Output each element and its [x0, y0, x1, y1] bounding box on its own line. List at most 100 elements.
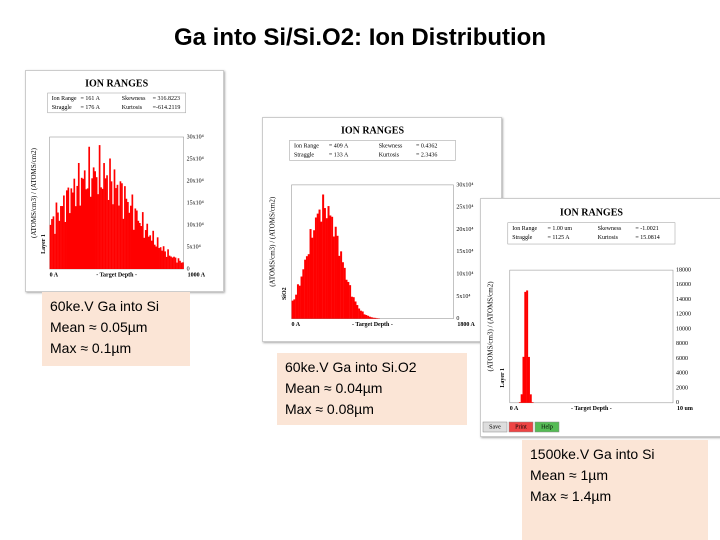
histogram-bar: [345, 279, 348, 319]
histogram-bar: [367, 315, 370, 319]
histogram-bar: [341, 262, 344, 319]
histogram-bar: [164, 251, 166, 269]
y-tick-label: 20x10⁴: [456, 227, 473, 233]
histogram-bar: [88, 146, 91, 269]
histogram-bar: [518, 402, 521, 403]
histogram-bar: [155, 246, 158, 269]
histogram-bar: [115, 188, 117, 269]
stat-text: Straggle: [294, 152, 314, 158]
histogram-bar: [67, 187, 70, 269]
stat-text: Kurtosis: [379, 152, 400, 158]
trim-screenshot: ION RANGES Ion Range = 1.00 um Skewness = -1…: [480, 198, 720, 437]
histogram-bar: [173, 256, 175, 269]
x-start-label: 0 A: [50, 272, 59, 278]
panel-header: ION RANGES: [341, 126, 405, 137]
plot-area: [509, 269, 674, 404]
histogram-bar: [122, 218, 125, 269]
stat-text: = 15.0814: [635, 235, 659, 241]
histogram-bar: [89, 196, 92, 269]
panel-header: ION RANGES: [85, 78, 149, 89]
histogram-bar: [54, 233, 56, 269]
y-tick-label: 4000: [676, 371, 688, 377]
y-tick-label: 30x10⁴: [187, 134, 204, 140]
y-tick-label: 15x10⁴: [187, 200, 204, 206]
histogram-bar: [128, 212, 131, 269]
histogram-bar: [311, 237, 314, 319]
histogram-bar: [61, 206, 64, 269]
histogram-bar: [329, 215, 332, 319]
stat-text: Straggle: [52, 105, 72, 111]
y-tick-label: 14000: [676, 297, 691, 303]
histogram-bar: [361, 311, 364, 319]
histogram-bar: [76, 185, 79, 269]
histogram-bar: [529, 394, 532, 403]
histogram-bar: [131, 194, 134, 269]
histogram-bar: [103, 163, 105, 269]
histogram-bar: [162, 246, 165, 269]
histogram-bar: [293, 299, 296, 319]
stat-text: = 409 A: [329, 143, 349, 149]
caption-box: 60ke.V Ga into Si.O2 Mean ≈ 0.04µm Max ≈ 0…: [277, 353, 467, 425]
histogram-bar: [177, 258, 180, 269]
histogram-bar: [138, 223, 141, 269]
stats-box: [507, 222, 676, 245]
histogram-bar: [66, 190, 68, 269]
stat-text: Kurtosis: [122, 105, 143, 111]
histogram-bar: [302, 269, 305, 319]
x-axis-label: - Target Depth -: [96, 272, 137, 278]
histogram-bar: [298, 285, 301, 319]
side-label: SiO2: [282, 287, 288, 300]
button-label: Print: [515, 424, 527, 430]
histogram-bar: [71, 192, 74, 269]
histogram-bar: [372, 317, 375, 319]
histogram-bar: [77, 162, 80, 269]
histogram-bar: [92, 167, 95, 269]
histogram-bar: [152, 230, 155, 269]
stat-text: Kurtosis: [598, 235, 619, 241]
x-start-label: 0 A: [292, 322, 301, 328]
histogram-bar: [531, 402, 534, 403]
stat-text: = 133 A: [329, 152, 349, 158]
histogram-bar: [305, 256, 308, 319]
histogram-bar: [141, 212, 144, 269]
y-tick-label: 8000: [676, 341, 688, 347]
histogram-bar: [101, 188, 104, 269]
button: [508, 421, 534, 433]
histogram-bar: [100, 187, 102, 269]
histogram-bar: [55, 202, 58, 269]
screenshot-canvas: ION RANGES Ion Range = 409 A Skewness = 0.43…: [269, 126, 476, 328]
histogram-bar: [159, 247, 162, 269]
histogram-bar: [121, 183, 123, 269]
histogram-bar: [349, 285, 352, 319]
histogram-bar: [309, 229, 312, 319]
histogram-bar: [63, 195, 65, 269]
histogram-bar: [520, 394, 523, 403]
histogram-bar: [161, 250, 163, 269]
histogram-bar: [291, 300, 294, 319]
histogram-bar: [132, 229, 135, 269]
histogram-bar: [370, 317, 373, 319]
histogram-bar: [304, 259, 307, 319]
histogram-bar: [323, 208, 326, 319]
histogram-bar: [336, 235, 339, 319]
histogram-bar: [130, 205, 132, 269]
histogram-bar: [318, 209, 321, 319]
side-label: Layer 1: [41, 234, 47, 254]
histogram-bar: [70, 188, 73, 269]
histogram-bar: [119, 181, 122, 269]
histogram-bar: [374, 317, 377, 319]
histogram-bar: [51, 219, 53, 269]
histogram-bar: [49, 224, 52, 269]
y-tick-label: 18000: [676, 267, 691, 273]
histogram-bar: [113, 169, 116, 269]
histogram-bar: [74, 206, 77, 269]
histogram-bar: [322, 194, 325, 319]
histogram-bar: [112, 204, 114, 269]
x-axis-label: - Target Depth -: [352, 322, 393, 328]
histogram-bar: [104, 178, 107, 269]
y-tick-label: 15x10⁴: [456, 249, 473, 255]
histogram-bar: [94, 171, 96, 269]
histogram-bar: [97, 194, 99, 269]
histogram-bar: [73, 178, 76, 269]
button: [534, 421, 560, 433]
